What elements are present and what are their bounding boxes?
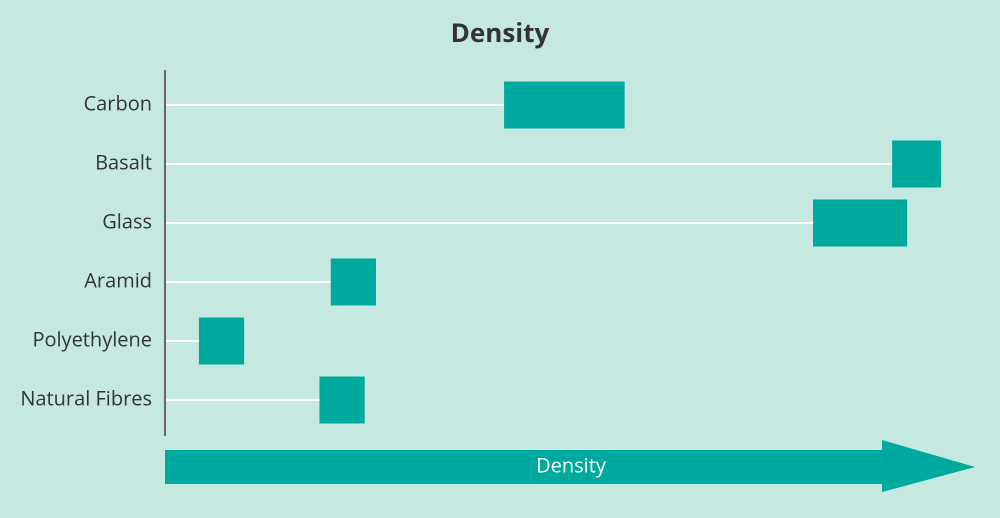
bar — [813, 199, 908, 247]
y-tick-label: Basalt — [95, 148, 152, 175]
y-tick-label: Carbon — [84, 89, 152, 116]
bar — [319, 376, 365, 424]
bar — [198, 317, 245, 365]
x-axis-arrow — [165, 440, 975, 492]
bar — [330, 258, 376, 306]
y-tick-label: Polyethylene — [32, 325, 152, 352]
x-axis-label: Density — [536, 451, 607, 478]
chart-title: Density — [451, 14, 550, 50]
bar — [504, 81, 625, 129]
y-tick-label: Glass — [102, 207, 152, 234]
y-tick-label: Aramid — [84, 266, 152, 293]
y-tick-label: Natural Fibres — [20, 384, 152, 411]
bar — [892, 140, 942, 188]
